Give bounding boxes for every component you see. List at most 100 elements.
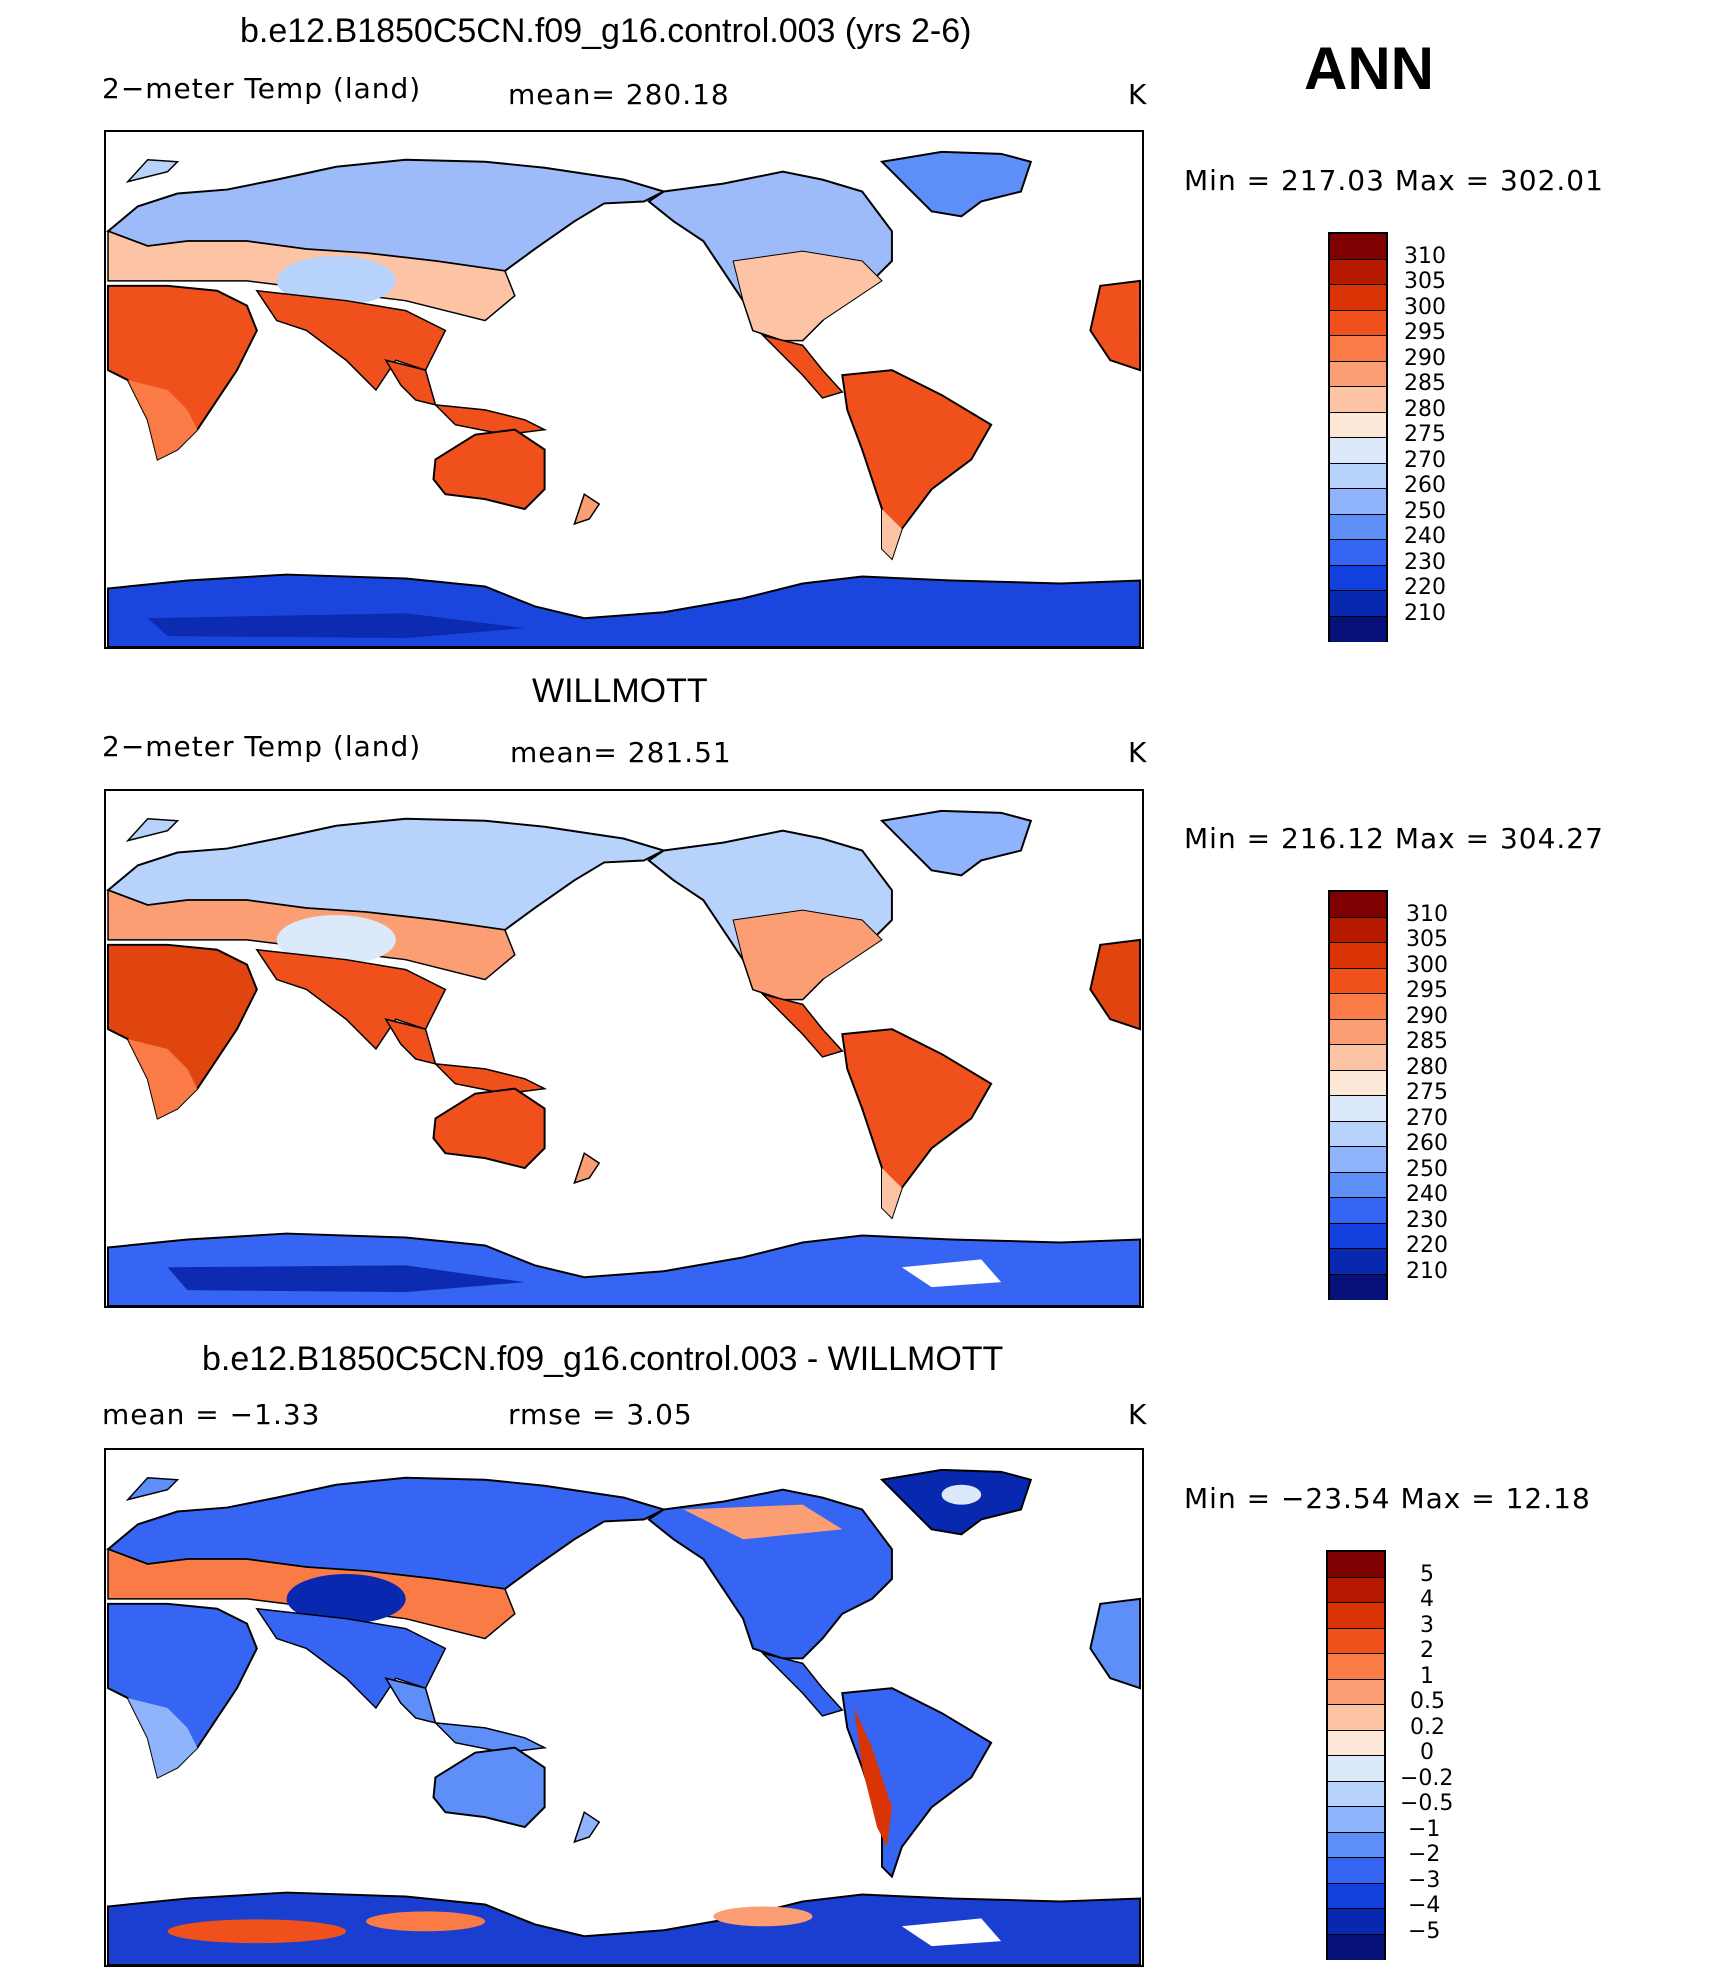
colorbar-swatch: [1330, 1274, 1386, 1300]
colorbar-swatch: [1328, 1628, 1384, 1654]
colorbar-swatch: [1330, 514, 1386, 540]
panel-2-title: WILLMOTT: [532, 672, 708, 710]
colorbar-label: 270: [1406, 1106, 1448, 1131]
colorbar-swatch: [1330, 1223, 1386, 1249]
colorbar-label: 305: [1406, 927, 1448, 952]
colorbar-label: 220: [1406, 1233, 1448, 1258]
colorbar-swatch: [1328, 1781, 1384, 1807]
colorbar-swatch: [1330, 943, 1386, 969]
colorbar-swatch: [1328, 1807, 1384, 1833]
colorbar-label: 310: [1406, 902, 1448, 927]
colorbar-label: 280: [1406, 1055, 1448, 1080]
colorbar-label: 310: [1404, 244, 1446, 269]
colorbar-label: −4: [1408, 1893, 1441, 1918]
panel-2-map: [104, 789, 1144, 1308]
colorbar-label: 240: [1404, 524, 1446, 549]
colorbar-label: 295: [1404, 320, 1446, 345]
colorbar-label: 240: [1406, 1182, 1448, 1207]
colorbar-label: 260: [1406, 1131, 1448, 1156]
colorbar-label: 270: [1404, 448, 1446, 473]
colorbar-label: 0: [1420, 1740, 1434, 1765]
colorbar-label: 4: [1420, 1587, 1434, 1612]
colorbar-label: 220: [1404, 575, 1446, 600]
colorbar-swatch: [1328, 1577, 1384, 1603]
panel-1-title: b.e12.B1850C5CN.f09_g16.control.003 (yrs…: [240, 12, 972, 50]
colorbar-label: −5: [1408, 1919, 1441, 1944]
panel-3-minmax: Min = −23.54 Max = 12.18: [1184, 1482, 1591, 1515]
panel-2-minmax: Min = 216.12 Max = 304.27: [1184, 822, 1604, 855]
colorbar-label: 290: [1406, 1004, 1448, 1029]
colorbar-swatch: [1330, 1121, 1386, 1147]
colorbar-label: 2: [1420, 1638, 1434, 1663]
colorbar-swatch: [1330, 438, 1386, 464]
colorbar-label: −0.5: [1400, 1791, 1454, 1816]
colorbar-label: 285: [1404, 371, 1446, 396]
colorbar-swatch: [1330, 234, 1386, 260]
panel-1-map: [104, 130, 1144, 649]
colorbar-label: 295: [1406, 978, 1448, 1003]
colorbar-swatch: [1330, 412, 1386, 438]
panel-1-unit: K: [1128, 78, 1148, 111]
panel-3-colorbar: [1326, 1550, 1386, 1960]
panel-2-variable-label: 2−meter Temp (land): [102, 730, 422, 763]
colorbar-swatch: [1330, 1249, 1386, 1275]
colorbar-swatch: [1330, 1045, 1386, 1071]
colorbar-label: 260: [1404, 473, 1446, 498]
colorbar-label: 230: [1404, 550, 1446, 575]
colorbar-label: 230: [1406, 1208, 1448, 1233]
colorbar-swatch: [1330, 994, 1386, 1020]
colorbar-label: 280: [1404, 397, 1446, 422]
colorbar-swatch: [1328, 1654, 1384, 1680]
colorbar-label: −1: [1408, 1817, 1441, 1842]
panel-3-unit: K: [1128, 1398, 1148, 1431]
colorbar-label: 210: [1406, 1259, 1448, 1284]
colorbar-swatch: [1330, 968, 1386, 994]
colorbar-label: 275: [1404, 422, 1446, 447]
colorbar-label: 285: [1406, 1029, 1448, 1054]
colorbar-swatch: [1330, 1070, 1386, 1096]
colorbar-label: 1: [1420, 1664, 1434, 1689]
colorbar-swatch: [1328, 1832, 1384, 1858]
colorbar-label: 300: [1406, 953, 1448, 978]
panel-3-title: b.e12.B1850C5CN.f09_g16.control.003 - WI…: [202, 1340, 1004, 1378]
colorbar-label: −3: [1408, 1868, 1441, 1893]
colorbar-swatch: [1330, 1096, 1386, 1122]
colorbar-label: 250: [1404, 499, 1446, 524]
colorbar-label: 3: [1420, 1613, 1434, 1638]
panel-2-colorbar: [1328, 890, 1388, 1300]
colorbar-swatch: [1330, 259, 1386, 285]
colorbar-swatch: [1328, 1909, 1384, 1935]
colorbar-swatch: [1328, 1934, 1384, 1960]
colorbar-swatch: [1330, 591, 1386, 617]
colorbar-swatch: [1330, 489, 1386, 515]
colorbar-swatch: [1328, 1705, 1384, 1731]
colorbar-label: 210: [1404, 601, 1446, 626]
colorbar-label: 275: [1406, 1080, 1448, 1105]
panel-1-mean: mean= 280.18: [508, 78, 730, 111]
panel-2-unit: K: [1128, 736, 1148, 769]
colorbar-label: −0.2: [1400, 1766, 1454, 1791]
colorbar-swatch: [1330, 285, 1386, 311]
colorbar-swatch: [1330, 917, 1386, 943]
panel-3-map: [104, 1448, 1144, 1967]
colorbar-label: 5: [1420, 1562, 1434, 1587]
colorbar-swatch: [1330, 1019, 1386, 1045]
colorbar-swatch: [1330, 565, 1386, 591]
colorbar-swatch: [1330, 310, 1386, 336]
colorbar-swatch: [1330, 463, 1386, 489]
colorbar-swatch: [1330, 1172, 1386, 1198]
colorbar-swatch: [1330, 1147, 1386, 1173]
panel-2-mean: mean= 281.51: [510, 736, 732, 769]
colorbar-swatch: [1330, 892, 1386, 918]
colorbar-swatch: [1328, 1883, 1384, 1909]
panel-1-variable-label: 2−meter Temp (land): [102, 72, 422, 105]
colorbar-label: 0.2: [1410, 1715, 1445, 1740]
colorbar-label: 290: [1404, 346, 1446, 371]
colorbar-swatch: [1328, 1552, 1384, 1578]
colorbar-swatch: [1328, 1679, 1384, 1705]
colorbar-label: 250: [1406, 1157, 1448, 1182]
colorbar-label: 305: [1404, 269, 1446, 294]
panel-3-rmse: rmse = 3.05: [508, 1398, 693, 1431]
colorbar-swatch: [1330, 361, 1386, 387]
colorbar-swatch: [1330, 616, 1386, 642]
